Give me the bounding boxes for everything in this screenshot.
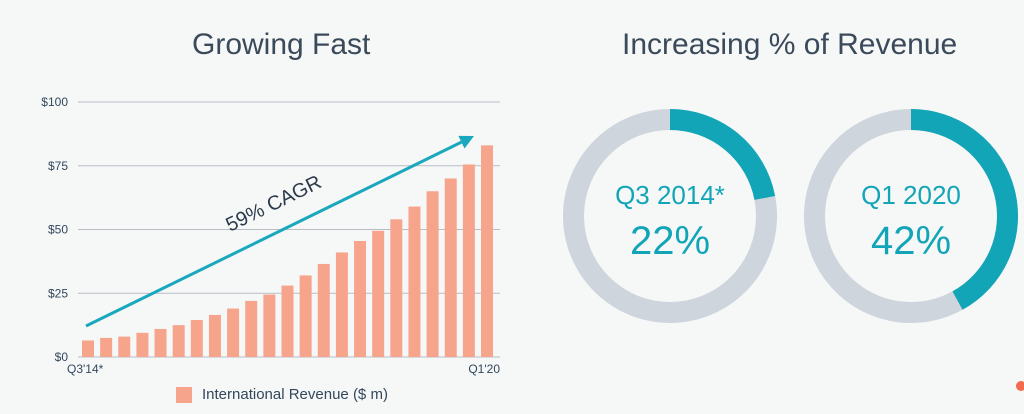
right-chart-title: Increasing % of Revenue bbox=[622, 28, 958, 61]
bars bbox=[82, 145, 493, 357]
bar bbox=[408, 206, 421, 357]
arrow-head bbox=[458, 135, 474, 149]
bar bbox=[462, 164, 475, 357]
donut-label: Q1 2020 bbox=[861, 180, 961, 210]
donut-label: Q3 2014* bbox=[615, 180, 725, 210]
donut-value: 42% bbox=[871, 219, 951, 263]
bar bbox=[154, 328, 167, 357]
y-tick-label: $50 bbox=[48, 223, 68, 237]
x-tick-label: Q1'20 bbox=[468, 362, 500, 376]
arrow-shaft bbox=[85, 140, 463, 328]
y-tick-label: $25 bbox=[48, 286, 68, 300]
bar bbox=[335, 252, 348, 357]
x-axis-ticks: Q3'14* Q1'20 bbox=[67, 362, 500, 376]
bar bbox=[136, 332, 149, 357]
donut-value: 22% bbox=[630, 219, 710, 263]
x-tick-label: Q3'14* bbox=[67, 362, 104, 376]
cagr-label: 59% CAGR bbox=[223, 171, 326, 236]
bar bbox=[100, 337, 113, 357]
legend-swatch bbox=[176, 386, 192, 403]
donut-charts: Q3 2014* 22% Q1 2020 42% bbox=[563, 109, 1018, 323]
y-tick-label: $100 bbox=[41, 95, 68, 109]
bar bbox=[444, 178, 457, 357]
bar bbox=[317, 263, 330, 357]
bar bbox=[118, 336, 131, 357]
bar bbox=[82, 340, 94, 357]
bar bbox=[208, 314, 221, 357]
bar bbox=[281, 285, 294, 357]
bar bbox=[299, 275, 312, 357]
bar bbox=[390, 219, 403, 357]
y-tick-label: $0 bbox=[55, 350, 69, 364]
left-chart-title: Growing Fast bbox=[192, 28, 371, 61]
bar bbox=[245, 300, 258, 357]
bar bbox=[372, 230, 385, 357]
cagr-arrow bbox=[85, 135, 474, 328]
donut-slice bbox=[669, 109, 776, 201]
bar bbox=[172, 325, 185, 357]
bar bbox=[481, 145, 493, 357]
bar bbox=[263, 294, 276, 357]
donut-slice bbox=[910, 109, 1018, 310]
legend-label: International Revenue ($ m) bbox=[202, 386, 388, 403]
bar bbox=[227, 308, 240, 357]
y-tick-label: $75 bbox=[48, 159, 68, 173]
decorative-dot bbox=[1016, 381, 1024, 391]
donut-chart: Q3 2014* 22% bbox=[563, 109, 777, 323]
bar bbox=[426, 191, 439, 357]
donut-chart: Q1 2020 42% bbox=[804, 109, 1018, 323]
y-axis-ticks: $0 $25 $50 $75 $100 bbox=[41, 95, 68, 364]
bar bbox=[354, 240, 367, 357]
legend: International Revenue ($ m) bbox=[176, 386, 388, 403]
bar bbox=[190, 320, 203, 357]
